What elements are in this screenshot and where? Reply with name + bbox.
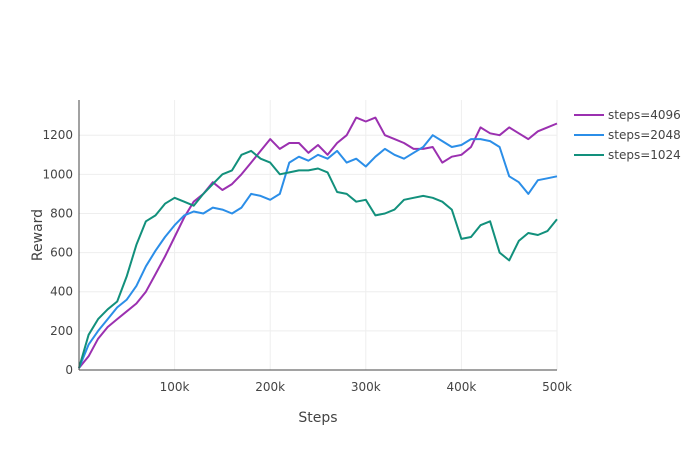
series-lines [78,116,558,369]
y-axis-title: Reward [30,209,46,261]
legend-label: steps=2048 [608,128,681,142]
series-line-steps-1024 [78,149,558,369]
legend-item[interactable]: steps=4096 [574,108,681,122]
axes [78,100,557,371]
y-tick-label: 800 [50,206,73,220]
series-line-steps-2048 [78,134,558,369]
x-tick-label: 300k [351,380,381,394]
y-tick-labels: 0 200 400 600 800 1000 1200 [42,128,73,377]
y-tick-label: 200 [50,324,73,338]
y-tick-label: 1200 [42,128,73,142]
y-tick-label: 0 [65,363,73,377]
legend-label: steps=1024 [608,148,681,162]
legend-item[interactable]: steps=1024 [574,148,681,162]
x-tick-label: 500k [542,380,572,394]
legend-label: steps=4096 [608,108,681,122]
x-tick-label: 200k [255,380,285,394]
grid-lines [79,100,558,370]
series-line-steps-4096 [78,116,558,369]
legend: steps=4096 steps=2048 steps=1024 [574,108,681,162]
x-tick-label: 400k [446,380,476,394]
y-tick-label: 400 [50,285,73,299]
legend-item[interactable]: steps=2048 [574,128,681,142]
x-tick-labels: 100k 200k 300k 400k 500k [160,380,572,394]
x-tick-label: 100k [160,380,190,394]
y-tick-label: 1000 [42,167,73,181]
y-tick-label: 600 [50,246,73,260]
x-axis-title: Steps [298,410,337,426]
